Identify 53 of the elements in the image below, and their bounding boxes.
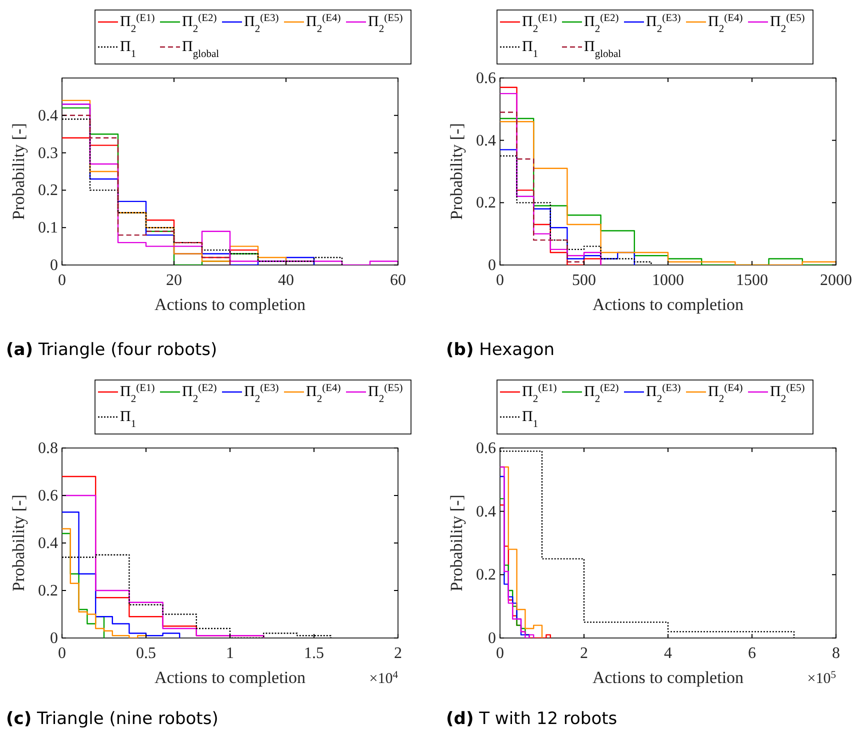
y-tick-label: 0 [50, 257, 58, 274]
x-tick-label: 2 [580, 645, 588, 662]
legend-label: Π$_{1}$ [522, 39, 538, 60]
x-tick-label: 4 [664, 645, 672, 662]
y-tick-label: 0.6 [476, 440, 496, 457]
x-tick-label: 6 [748, 645, 756, 662]
y-axis-title: Probability [-] [447, 494, 466, 592]
y-tick-label: 0.2 [476, 566, 496, 584]
text: (c) Triangle (nine robots) [6, 709, 218, 729]
y-tick-label: 0.6 [38, 488, 58, 504]
x-tick-label: 20 [166, 272, 182, 289]
y-tick-label: 0 [488, 630, 496, 647]
y-tick-label: 0.3 [38, 144, 58, 162]
y-tick-label: 0.2 [38, 582, 58, 600]
x-tick-label: 60 [390, 272, 406, 289]
text: ×10$^{4}$ [369, 670, 399, 687]
x-tick-label: 1 [226, 645, 234, 662]
y-tick-label: 0.4 [476, 132, 496, 150]
legend-label: Π$_{global}$ [182, 39, 220, 60]
legend-label: Π$_{1}$ [522, 409, 538, 430]
y-axis-title: Probability [-] [9, 123, 28, 220]
x-tick-label: 40 [278, 272, 294, 289]
x-tick-label: 1.5 [304, 645, 324, 662]
text: (a) Triangle (four robots) [6, 340, 218, 360]
x-axis-title: Actions to completion [154, 295, 306, 314]
y-tick-label: 0 [50, 630, 58, 647]
text: (b) Hexagon [446, 340, 555, 360]
x-tick-label: 2000 [820, 272, 852, 289]
x-axis-title: Actions to completion [592, 295, 744, 314]
y-tick-label: 0.4 [476, 503, 496, 520]
y-tick-label: 0.6 [476, 70, 496, 87]
legend-label: Π$_{1}$ [120, 39, 136, 60]
y-tick-label: 0.2 [476, 194, 496, 212]
x-axis-title: Actions to completion [154, 668, 306, 687]
x-tick-label: 2 [394, 645, 402, 662]
text: ×10$^{5}$ [807, 670, 836, 687]
y-axis-title: Probability [-] [447, 123, 466, 220]
y-tick-label: 0.8 [38, 440, 58, 457]
x-tick-label: 500 [572, 272, 596, 289]
y-tick-label: 0.4 [38, 107, 58, 124]
text: (d) T with 12 robots [446, 709, 618, 729]
y-tick-label: 0 [488, 257, 496, 274]
x-tick-label: 0.5 [136, 645, 156, 662]
x-tick-label: 1000 [652, 272, 684, 289]
y-tick-label: 0.2 [38, 182, 58, 200]
x-tick-label: 1500 [736, 272, 768, 289]
legend-label: Π$_{global}$ [584, 39, 622, 60]
legend-label: Π$_{1}$ [120, 409, 136, 430]
y-tick-label: 0.4 [38, 535, 58, 552]
x-tick-label: 8 [832, 645, 840, 662]
x-axis-title: Actions to completion [592, 668, 744, 687]
y-tick-label: 0.1 [38, 220, 58, 237]
y-axis-title: Probability [-] [9, 494, 28, 592]
